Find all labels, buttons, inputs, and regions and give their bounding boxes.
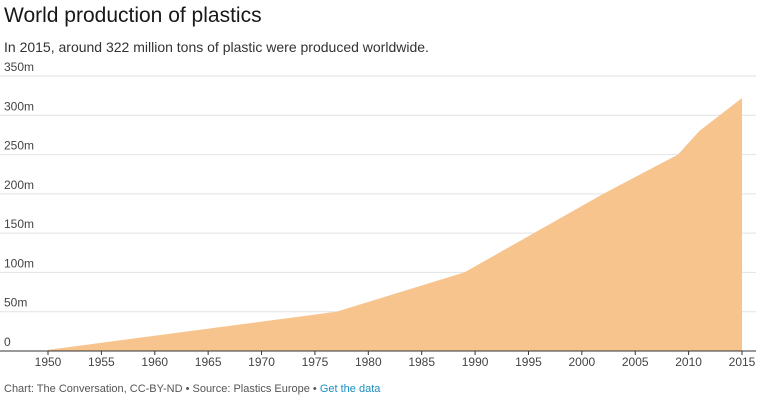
x-tick-label: 1975 bbox=[302, 355, 329, 369]
x-tick-label: 2010 bbox=[675, 355, 702, 369]
x-tick-label: 1990 bbox=[462, 355, 489, 369]
chart-title: World production of plastics bbox=[4, 4, 262, 27]
y-tick-label: 200m bbox=[4, 178, 34, 192]
x-tick-label: 1980 bbox=[355, 355, 382, 369]
x-tick-label: 1955 bbox=[88, 355, 115, 369]
series-area bbox=[48, 98, 742, 351]
x-tick-label: 2015 bbox=[729, 355, 756, 369]
y-tick-label: 350m bbox=[4, 60, 34, 74]
chart-footer: Chart: The Conversation, CC-BY-ND • Sour… bbox=[4, 383, 380, 395]
x-tick-label: 2000 bbox=[568, 355, 595, 369]
separator: • bbox=[309, 383, 320, 395]
y-tick-label: 300m bbox=[4, 99, 34, 113]
x-tick-label: 1950 bbox=[35, 355, 62, 369]
x-tick-label: 1985 bbox=[408, 355, 435, 369]
get-data-link[interactable]: Get the data bbox=[319, 383, 381, 395]
x-tick-label: 1970 bbox=[248, 355, 275, 369]
x-tick-label: 1995 bbox=[515, 355, 542, 369]
y-tick-label: 100m bbox=[4, 256, 34, 270]
area-chart: 0 50m 100m 150m 200m 250m 300m 350m 1950 1955 1960… bbox=[0, 60, 756, 369]
x-tick-label: 2005 bbox=[622, 355, 649, 369]
y-tick-label: 150m bbox=[4, 217, 34, 231]
credit-text: Chart: The Conversation, CC-BY-ND bbox=[4, 383, 183, 395]
axes: 0 50m 100m 150m 200m 250m 300m 350m 1950 1955 1960… bbox=[0, 60, 756, 369]
y-tick-label: 0 bbox=[4, 335, 11, 349]
y-tick-label: 50m bbox=[4, 296, 27, 310]
chart-subtitle: In 2015, around 322 million tons of plas… bbox=[4, 39, 429, 55]
source-text: Source: Plastics Europe bbox=[192, 383, 310, 395]
y-tick-label: 250m bbox=[4, 139, 34, 153]
x-tick-label: 1965 bbox=[195, 355, 222, 369]
plot-area bbox=[48, 98, 742, 351]
separator: • bbox=[182, 383, 193, 395]
x-tick-label: 1960 bbox=[141, 355, 168, 369]
